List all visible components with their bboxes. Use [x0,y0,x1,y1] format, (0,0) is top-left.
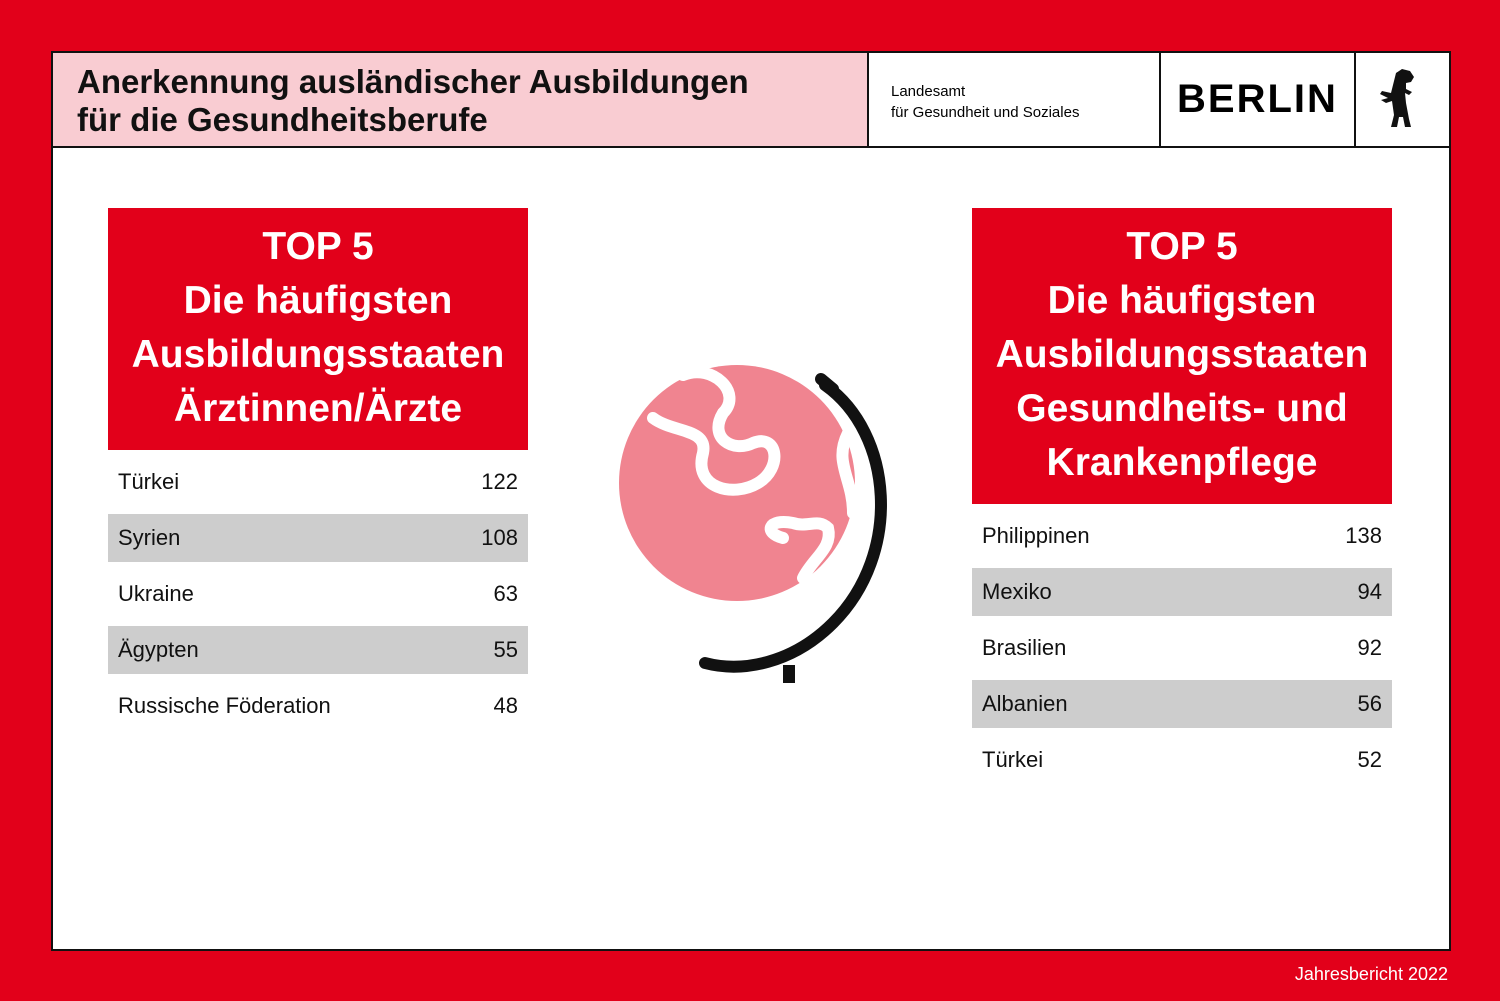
bear-logo [1356,53,1449,146]
heading-line: Ausbildungsstaaten [995,333,1369,376]
table-row: Ägypten 55 [108,626,528,674]
header: Anerkennung ausländischer Ausbildungen f… [53,53,1449,148]
globe-line [764,516,835,584]
panel-heading: TOP 5 Die häufigsten Ausbildungsstaaten Ärz… [108,208,528,450]
table-row: Brasilien 92 [972,624,1392,672]
table-row: Russische Föderation 48 [108,682,528,730]
heading-line: Ärztinnen/Ärzte [173,387,463,430]
panel: TOP 5 Die häufigsten Ausbildungsstaaten Ges… [972,208,1392,784]
count: 56 [1357,691,1382,716]
globe-stand [815,373,839,395]
table-row: Türkei 122 [108,458,528,506]
title: Anerkennung ausländischer Ausbildungen f… [53,53,869,146]
heading-line: Gesundheits- und [1016,387,1348,430]
heading-line: Krankenpflege [1046,441,1318,484]
bear-icon [1380,69,1414,127]
globe-sphere [619,365,855,601]
count: 138 [1345,523,1382,548]
heading-line: Die häufigsten [183,279,453,322]
bear-shape [1380,69,1414,127]
table-row: Philippinen 138 [972,512,1392,560]
globe-line [647,366,781,496]
country: Syrien [118,525,181,550]
country: Albanien [982,691,1068,716]
heading-line: Die häufigsten [1047,279,1317,322]
country: Ukraine [118,581,194,606]
brand: BERLIN [1161,53,1356,146]
table-row: Syrien 108 [108,514,528,562]
count: 52 [1357,747,1382,772]
heading-line: TOP 5 [1126,225,1238,268]
count: 48 [493,693,518,718]
table-row: Mexiko 94 [972,568,1392,616]
org-line: Landesamt [891,83,966,100]
panel: TOP 5 Die häufigsten Ausbildungsstaaten Ärz… [108,208,528,730]
count: 108 [481,525,518,550]
table-row: Albanien 56 [972,680,1392,728]
frame: Anerkennung ausländischer Ausbildungen f… [51,51,1451,951]
country: Brasilien [982,635,1067,660]
table-row: Türkei 52 [972,736,1392,784]
title-line: für die Gesundheitsberufe [77,101,488,138]
count: 122 [481,469,518,494]
country: Türkei [118,469,180,494]
heading-line: TOP 5 [262,225,374,268]
footer: Jahresbericht 2022 [1294,964,1448,984]
globe-line [836,427,859,519]
globe [619,365,887,683]
title-line: Anerkennung ausländischer Ausbildungen [77,63,749,100]
country: Mexiko [982,579,1052,604]
org-line: für Gesundheit und Soziales [891,104,1080,121]
globe-stand [699,379,887,673]
country: Russische Föderation [118,693,331,718]
country: Philippinen [982,523,1090,548]
country: Türkei [982,747,1044,772]
table-row: Ukraine 63 [108,570,528,618]
count: 63 [493,581,518,606]
panel-heading: TOP 5 Die häufigsten Ausbildungsstaaten Ges… [972,208,1392,504]
count: 55 [493,637,518,662]
count: 94 [1357,579,1382,604]
org: Landesamt für Gesundheit und Soziales [869,53,1161,146]
heading-line: Ausbildungsstaaten [131,333,505,376]
count: 92 [1357,635,1382,660]
country: Ägypten [118,637,199,662]
